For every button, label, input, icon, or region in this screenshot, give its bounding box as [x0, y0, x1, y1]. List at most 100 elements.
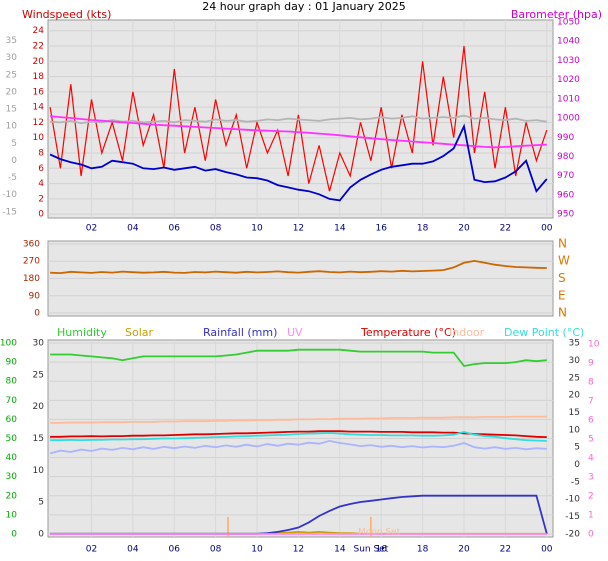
x-tick-label: 06 [169, 545, 181, 555]
y3-tick-label: 25 [6, 70, 17, 80]
y2-tick-label: 1020 [557, 75, 580, 85]
y3-tick-label: 5 [574, 443, 580, 453]
y2-tick-label: 5 [38, 498, 44, 508]
y2-tick-label: S [558, 271, 566, 285]
series-line [50, 430, 547, 442]
series-line [49, 439, 547, 455]
x-tick-label: 08 [210, 224, 222, 234]
y4-tick-label: 1 [588, 510, 594, 520]
y4-tick-label: 9 [588, 358, 594, 368]
y2-tick-label: 990 [557, 133, 574, 143]
x-tick-label: 16 [375, 545, 387, 555]
y2-tick-label: 970 [557, 171, 574, 181]
y-tick-label: 90 [6, 358, 18, 368]
x-tick-label: 04 [127, 224, 139, 234]
x-tick-label: 20 [458, 545, 470, 555]
y2-tick-label: 950 [557, 210, 574, 220]
y-tick-label: 18 [33, 72, 45, 82]
y-tick-label: 180 [23, 274, 40, 284]
legend-entry: Temperature (°C) [360, 326, 456, 339]
y2-tick-label: 20 [33, 402, 45, 412]
y2-tick-label: N [558, 236, 567, 250]
series-line [50, 259, 547, 275]
y3-tick-label: -10 [2, 190, 17, 200]
x-tick-label: 22 [500, 545, 511, 555]
x-tick-label: 02 [86, 224, 97, 234]
y4-tick-label: 3 [588, 472, 594, 482]
y-tick-label: 0 [38, 210, 44, 220]
y-tick-label: 270 [23, 257, 40, 267]
x-tick-label: 16 [375, 224, 387, 234]
y-tick-label: 70 [6, 396, 18, 406]
y3-tick-label: 0 [11, 156, 17, 166]
x-tick-label: 02 [86, 545, 97, 555]
y3-tick-label: 0 [574, 460, 580, 470]
y2-tick-label: 30 [33, 339, 45, 349]
legend-entry: UV [287, 326, 303, 339]
y-tick-label: 20 [6, 491, 18, 501]
y3-tick-label: 5 [11, 139, 17, 149]
y2-tick-label: 960 [557, 190, 574, 200]
y-tick-label: 14 [33, 103, 45, 113]
x-tick-label: 04 [127, 545, 139, 555]
y2-tick-label: 25 [33, 370, 44, 380]
y-tick-label: 60 [6, 415, 18, 425]
y2-tick-label: N [558, 306, 567, 320]
y2-tick-label: 1010 [557, 94, 580, 104]
y-tick-label: 24 [33, 26, 45, 36]
y3-tick-label: -20 [565, 529, 580, 539]
x-tick-label: 22 [500, 224, 511, 234]
y3-tick-label: 15 [6, 105, 17, 115]
y-tick-label: 10 [6, 510, 18, 520]
series-line [50, 115, 547, 149]
y3-tick-label: 35 [569, 339, 580, 349]
y-axis-title: Windspeed (kts) [22, 8, 111, 21]
y3-tick-label: -15 [2, 207, 17, 217]
y2-tick-label: 15 [33, 434, 44, 444]
y3-tick-label: -10 [565, 495, 580, 505]
y-tick-label: 100 [0, 339, 17, 349]
y3-tick-label: 30 [569, 356, 581, 366]
y2-tick-label: 1050 [557, 17, 580, 27]
y2-axis-title: Barometer (hpa) [511, 8, 602, 21]
legend-entry: Rainfall (mm) [203, 326, 277, 339]
y-tick-label: 8 [38, 149, 44, 159]
y-tick-label: 6 [38, 164, 44, 174]
x-tick-label: 00 [541, 224, 553, 234]
series-line [49, 45, 548, 192]
x-tick-label: 14 [334, 224, 346, 234]
y2-tick-label: 1030 [557, 56, 580, 66]
x-tick-label: 14 [334, 545, 346, 555]
x-tick-label: 20 [458, 224, 470, 234]
y-tick-label: 12 [33, 118, 44, 128]
y2-tick-label: 10 [33, 466, 45, 476]
y2-tick-label: 1000 [557, 114, 580, 124]
legend-entry: Solar [125, 326, 154, 339]
y4-tick-label: 5 [588, 434, 594, 444]
y-tick-label: 30 [6, 472, 18, 482]
legend-entry: Humidity [57, 326, 107, 339]
y3-tick-label: 30 [6, 53, 18, 63]
y-tick-label: 16 [33, 87, 45, 97]
y3-tick-label: 35 [6, 36, 17, 46]
y4-tick-label: 7 [588, 396, 594, 406]
series-line [50, 415, 547, 424]
series-line [50, 430, 547, 438]
series-line [49, 123, 548, 202]
y2-tick-label: 980 [557, 152, 574, 162]
x-tick-label: 18 [417, 224, 429, 234]
chart-title: 24 hour graph day : 01 January 2025 [202, 0, 406, 13]
y4-tick-label: 0 [588, 529, 594, 539]
x-tick-label: 06 [169, 224, 181, 234]
y-tick-label: 50 [6, 434, 18, 444]
x-tick-label: 10 [251, 224, 263, 234]
y2-tick-label: E [558, 288, 566, 302]
series-line [50, 348, 547, 367]
y4-tick-label: 2 [588, 491, 594, 501]
y-tick-label: 20 [33, 57, 45, 67]
annotation: Moon Set [358, 528, 401, 538]
y-tick-label: 0 [34, 309, 40, 319]
y2-tick-label: 0 [38, 529, 44, 539]
y3-tick-label: 25 [569, 373, 580, 383]
legend-entry: Dew Point (°C) [504, 326, 584, 339]
